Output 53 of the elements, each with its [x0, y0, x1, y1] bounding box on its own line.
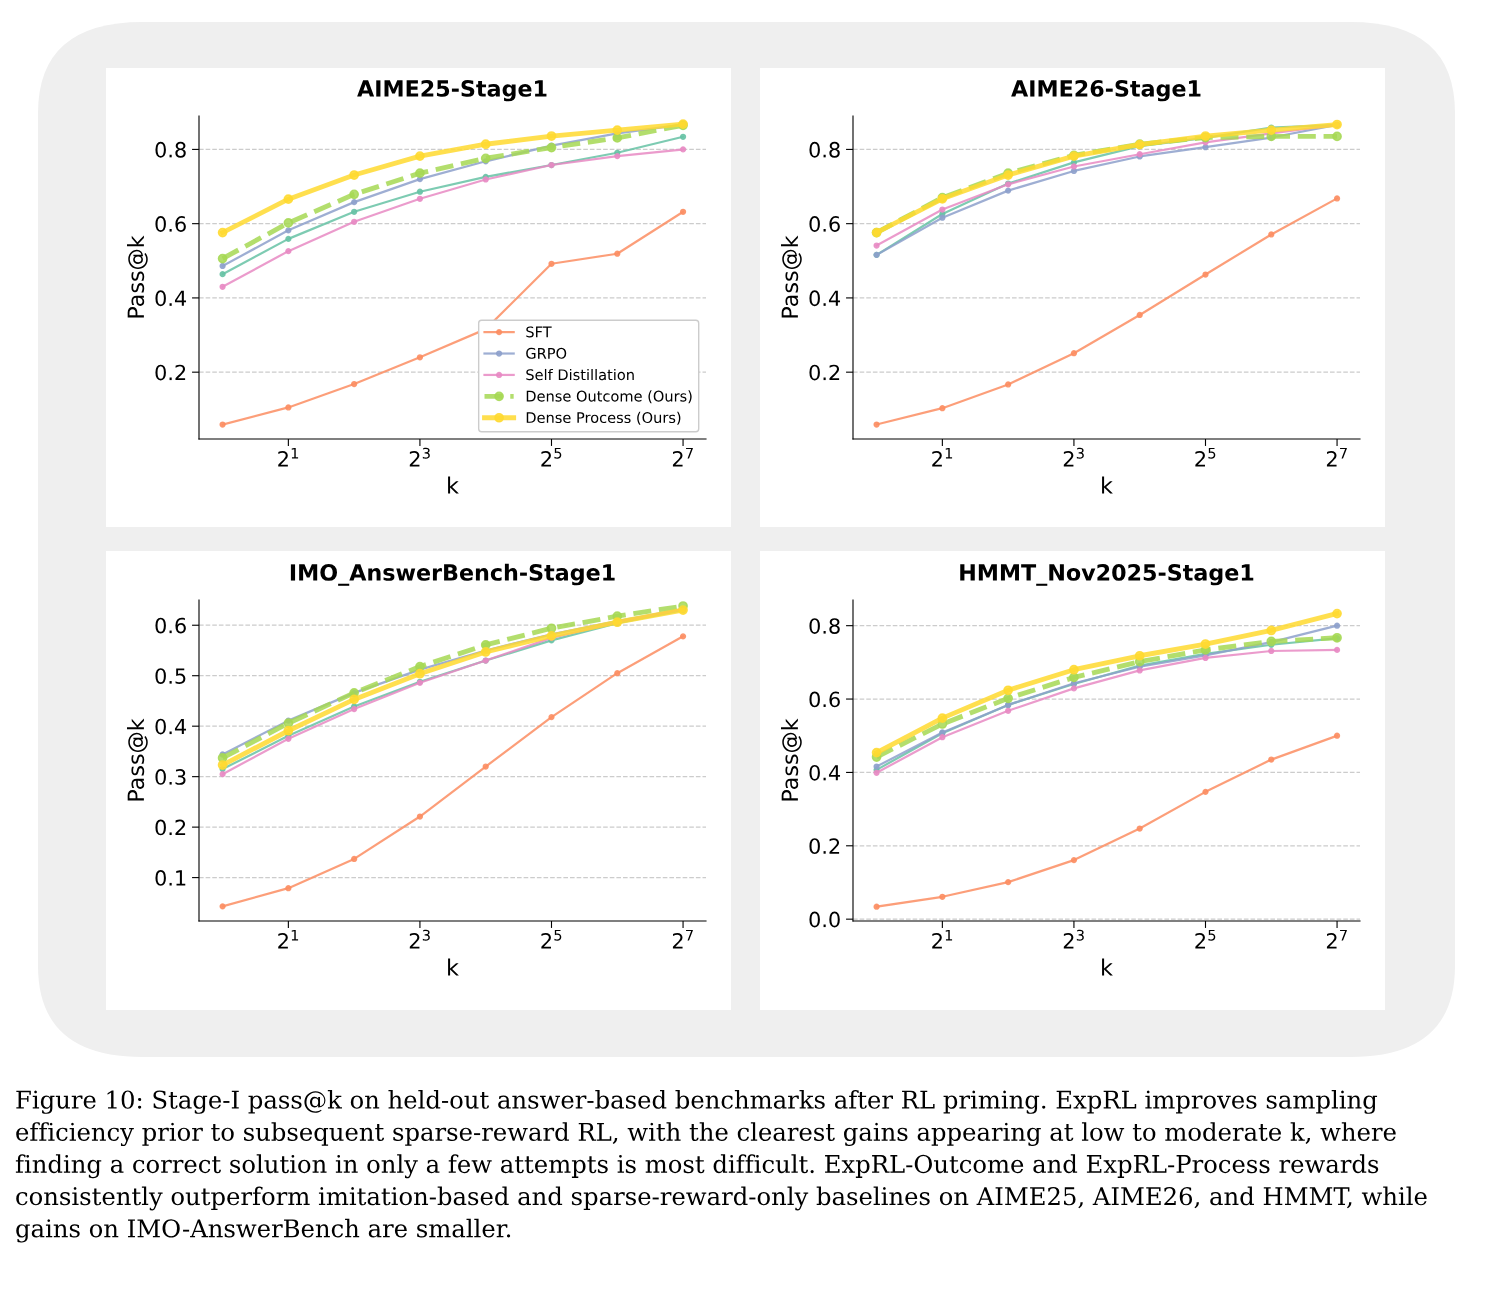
y-tick-label: 0.6: [809, 691, 840, 708]
x-tick-label: 2$^{1}$: [278, 447, 299, 467]
y-axis-title: Pass@k: [781, 235, 802, 318]
y-tick-label: 0.0: [809, 911, 840, 928]
y-tick-label: 0.4: [155, 718, 187, 735]
x-tick-label: 2$^{1}$: [932, 447, 953, 467]
legend-label: SFT: [526, 326, 552, 338]
chart-title: IMO_AnswerBench-Stage1: [290, 563, 615, 586]
legend-label: Dense Outcome (Ours): [526, 390, 692, 404]
x-tick-label: 2$^{7}$: [1326, 447, 1347, 467]
y-axis-title: Pass@k: [127, 235, 148, 318]
y-tick-label: 0.6: [155, 216, 186, 232]
x-axis-title: k: [448, 476, 459, 494]
x-tick-label: 2$^{3}$: [1063, 447, 1084, 467]
y-tick-label: 0.6: [155, 617, 186, 634]
y-tick-label: 0.8: [155, 141, 186, 158]
y-tick-label: 0.8: [809, 141, 840, 158]
y-axis-title: Pass@k: [127, 718, 148, 801]
y-tick-label: 0.2: [809, 838, 840, 855]
x-tick-label: 2$^{1}$: [932, 929, 953, 949]
chart-title: AIME26-Stage1: [1011, 80, 1201, 102]
legend-label: Self Distillation: [526, 368, 634, 381]
x-tick-label: 2$^{5}$: [541, 447, 562, 467]
y-tick-label: 0.2: [809, 364, 840, 381]
chart-title: AIME25-Stage1: [357, 80, 547, 102]
x-axis-title: k: [1102, 958, 1113, 976]
caption: Figure 10: Stage-I pass@k on held-out answer-based benchmarks after RL priming. ExpRL improves sampling efficiency prior to subsequent sparse-reward RL, with the clearest gains appearing at low to moderate k, where finding a correct solution in only a few attempts is most difficult. ExpRL-Outcome and ExpRL-Process rewards consistently outperform imitation-based and sparse-reward-only baselines on AIME25, AIME26, and HMMT, while gains on IMO-AnswerBench are smaller.: [15, 1090, 1427, 1243]
x-tick-label: 2$^{3}$: [409, 929, 430, 949]
x-tick-label: 2$^{1}$: [278, 929, 299, 949]
y-tick-label: 0.4: [155, 290, 187, 307]
x-tick-label: 2$^{5}$: [1195, 929, 1216, 949]
y-tick-label: 0.8: [809, 618, 840, 634]
chart-title: HMMT_Nov2025-Stage1: [960, 564, 1254, 586]
y-tick-label: 0.1: [155, 870, 186, 886]
y-tick-label: 0.4: [809, 764, 841, 781]
y-tick-label: 0.2: [155, 819, 186, 836]
x-tick-label: 2$^{7}$: [672, 929, 693, 949]
y-tick-label: 0.4: [809, 290, 841, 307]
y-tick-label: 0.3: [155, 769, 186, 785]
x-axis-title: k: [448, 958, 459, 976]
y-tick-label: 0.6: [809, 216, 840, 232]
x-tick-label: 2$^{3}$: [1063, 929, 1084, 949]
y-tick-label: 0.2: [155, 364, 186, 381]
legend-label: GRPO: [526, 347, 567, 359]
x-tick-label: 2$^{7}$: [672, 447, 693, 467]
y-axis-title: Pass@k: [781, 718, 802, 801]
x-tick-label: 2$^{7}$: [1326, 929, 1347, 949]
x-tick-label: 2$^{3}$: [409, 447, 430, 467]
x-tick-label: 2$^{5}$: [1195, 447, 1216, 467]
y-tick-label: 0.5: [155, 668, 186, 684]
x-axis-title: k: [1102, 476, 1113, 494]
legend-label: Dense Process (Ours): [526, 411, 681, 425]
x-tick-label: 2$^{5}$: [541, 929, 562, 949]
